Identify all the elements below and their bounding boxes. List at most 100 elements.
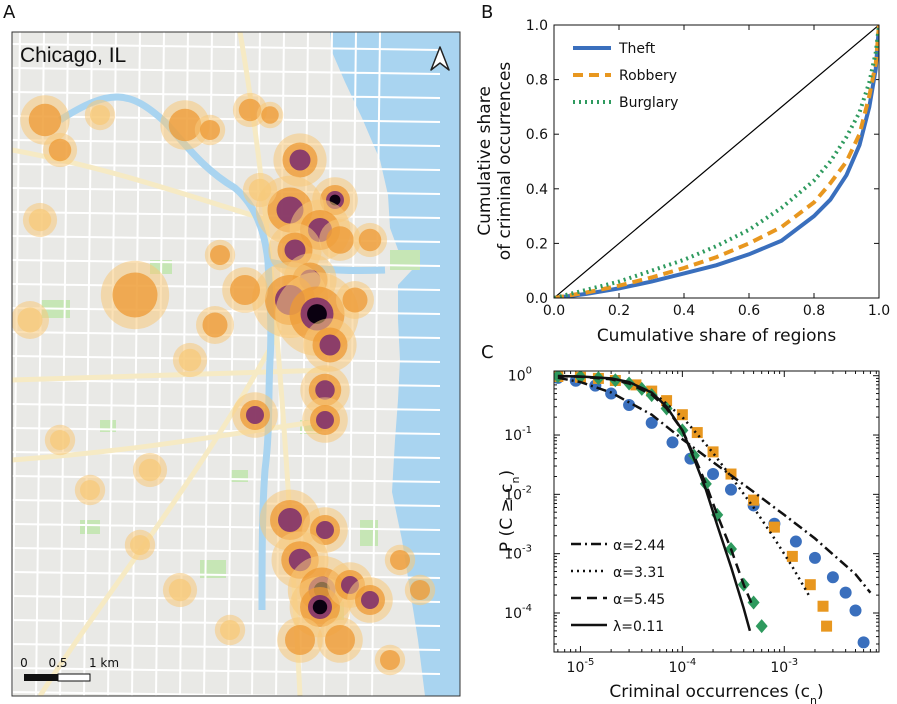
chicago-crime-heatmap: Chicago, IL 0 0.5 1 km: [11, 31, 461, 697]
highway-2: [12, 417, 331, 463]
heat-mid-21: [358, 228, 382, 252]
lorenz-curve-chart: 0.0 0.2 0.4 0.6 0.8 1.0 0.0 0.2 0.4 0.6 0.8 1.0 The…: [475, 18, 890, 346]
b-ytick-label-3: 0.6: [526, 127, 548, 143]
c-point-circle-4: [623, 399, 636, 412]
heat-mid-23: [202, 312, 228, 338]
heat-peak-31: [312, 599, 328, 615]
heat-mid-7: [238, 98, 262, 122]
heat-mid-39: [220, 620, 240, 640]
heat-mid-34: [325, 625, 355, 655]
c-point-square-12: [768, 521, 780, 533]
c-point-circle-13: [808, 551, 821, 564]
b-ytick-label-1: 0.2: [526, 236, 548, 252]
c-ytick-label-1: 10-1: [504, 425, 532, 444]
heat-mid-2: [48, 138, 72, 162]
c-point-square-7: [676, 409, 688, 421]
c-point-circle-17: [857, 636, 870, 649]
heat-mid-6: [200, 120, 220, 140]
heat-mid-35: [285, 625, 315, 655]
scale-tick-1km: 1 km: [89, 656, 119, 670]
b-legend: Theft Robbery Burglary: [573, 41, 678, 111]
crime-density-heatmap: [12, 92, 436, 676]
b-y-axis-label-line2: of criminal occurrences: [495, 62, 515, 261]
highway-5: [12, 367, 331, 383]
b-ytick-label-4: 0.8: [526, 73, 548, 89]
c-legend-label-3: λ=0.11: [613, 619, 664, 635]
heat-mid-0: [17, 307, 43, 333]
heat-core-18: [315, 380, 335, 400]
heat-mid-19: [342, 287, 368, 313]
c-point-circle-14: [826, 571, 839, 584]
heat-mid-44: [28, 208, 52, 232]
heat-mid-42: [410, 580, 430, 600]
c-point-circle-15: [839, 586, 852, 599]
heat-peak-16: [307, 304, 327, 324]
c-xtick-label-0: 10-5: [567, 657, 595, 676]
c-ytick-label-4: 10-4: [504, 603, 532, 622]
panel-letter-c: C: [481, 342, 494, 363]
c-fit-line-3: [557, 374, 752, 632]
map-title: Chicago, IL: [20, 44, 126, 67]
c-legend-label-0: α=2.44: [613, 538, 665, 554]
heat-mid-5: [168, 108, 202, 142]
c-point-square-15: [817, 600, 829, 612]
street-grid: [12, 32, 441, 696]
panel-letter-b: B: [481, 2, 494, 23]
heat-mid-1: [28, 103, 62, 137]
c-point-square-6: [661, 395, 673, 407]
c-point-circle-5: [645, 416, 658, 429]
c-axes-frame: [553, 370, 880, 653]
c-point-square-8: [691, 427, 703, 439]
park-5: [80, 520, 100, 534]
heat-core-33: [361, 591, 379, 609]
scale-bar-light: [57, 673, 91, 682]
c-point-diamond-15: [755, 619, 768, 634]
b-legend-label-0: Theft: [618, 41, 656, 57]
b-series-line-burglary: [554, 25, 879, 298]
c-point-square-16: [821, 620, 833, 632]
b-y-axis-label-line1: Cumulative share: [475, 86, 495, 236]
b-xtick-label-3: 0.6: [738, 303, 760, 319]
c-ytick-label-2: 10-2: [504, 484, 532, 503]
scale-bar: 0 0.5 1 km: [20, 656, 119, 682]
scale-bar-dark: [24, 674, 58, 681]
scale-tick-half: 0.5: [48, 656, 67, 670]
heat-mid-38: [168, 578, 192, 602]
heat-core-26: [316, 411, 334, 429]
b-series-lines: [554, 25, 879, 298]
heat-mid-41: [390, 550, 410, 570]
c-fit-line-1: [658, 397, 812, 599]
b-ticks: 0.0 0.2 0.4 0.6 0.8 1.0 0.0 0.2 0.4 0.6 0.8 1.0: [526, 18, 890, 319]
b-xtick-label-2: 0.4: [673, 303, 695, 319]
heat-mid-46: [130, 535, 150, 555]
b-ytick-label-2: 0.4: [526, 182, 548, 198]
panel-letter-a: A: [3, 2, 16, 23]
heat-core-9: [289, 149, 311, 171]
heat-mid-43: [380, 650, 400, 670]
heat-mid-3: [90, 105, 110, 125]
b-xtick-label-0: 0.0: [543, 303, 565, 319]
heat-mid-45: [178, 348, 202, 372]
heat-core-24: [246, 406, 264, 424]
c-legend: α=2.44 α=3.31 α=5.45 λ=0.11: [571, 538, 665, 635]
c-point-square-13: [786, 550, 798, 562]
north-arrow-icon: [430, 46, 450, 71]
c-ytick-label-0: 100: [508, 366, 532, 385]
heat-core-28: [316, 521, 334, 539]
b-axes-frame: [553, 24, 880, 299]
heat-mid-47: [248, 178, 272, 202]
c-x-axis-label: Criminal occurrences (cn): [609, 682, 823, 704]
c-point-square-11: [748, 494, 760, 506]
equality-line: [554, 25, 879, 298]
park-4: [360, 520, 378, 546]
highway-3: [37, 328, 283, 696]
c-fit-lines: [557, 374, 872, 632]
b-x-axis-label: Cumulative share of regions: [597, 326, 837, 346]
c-point-square-9: [707, 446, 719, 458]
c-point-circle-8: [707, 468, 720, 481]
heat-mid-8: [261, 106, 279, 124]
b-legend-label-2: Burglary: [619, 95, 678, 111]
park-3: [390, 250, 420, 270]
c-point-circle-9: [724, 483, 737, 496]
